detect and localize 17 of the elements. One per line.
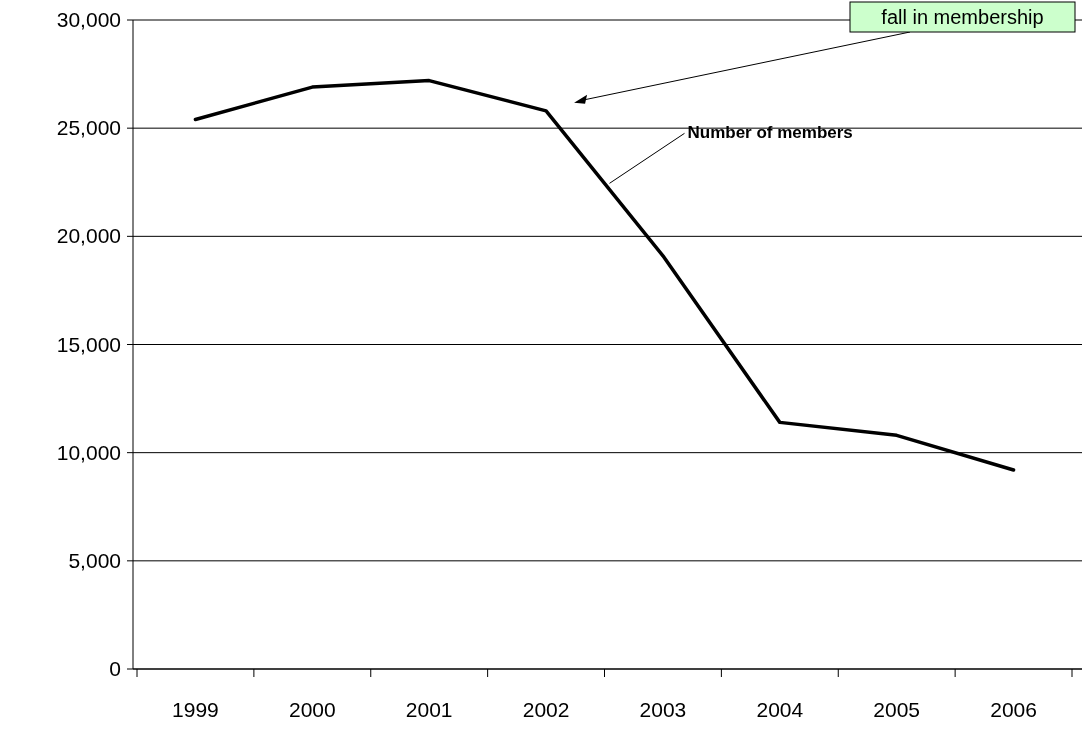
y-tick-label: 15,000 — [56, 332, 121, 356]
text: Number of members — [687, 123, 853, 143]
y-tick-label: 0 — [109, 657, 121, 680]
y-tick-label: 20,000 — [56, 224, 121, 248]
x-tick-label: 2004 — [756, 698, 804, 721]
y-tick-label: 25,000 — [56, 116, 121, 140]
x-tick-label: 1999 — [172, 698, 219, 721]
x-tick-label: 2005 — [873, 698, 921, 721]
y-tick-label: 30,000 — [56, 8, 121, 31]
x-tick-label: 2006 — [990, 698, 1037, 721]
x-tick-label: 2001 — [405, 698, 453, 721]
x-tick-label: 2000 — [288, 698, 336, 721]
y-tick-label: 5,000 — [68, 548, 121, 572]
x-tick-label: 2003 — [639, 698, 687, 721]
annotation: fall in membership — [881, 6, 1044, 28]
y-tick-label: 10,000 — [56, 440, 121, 464]
x-tick-label: 2002 — [522, 698, 570, 721]
